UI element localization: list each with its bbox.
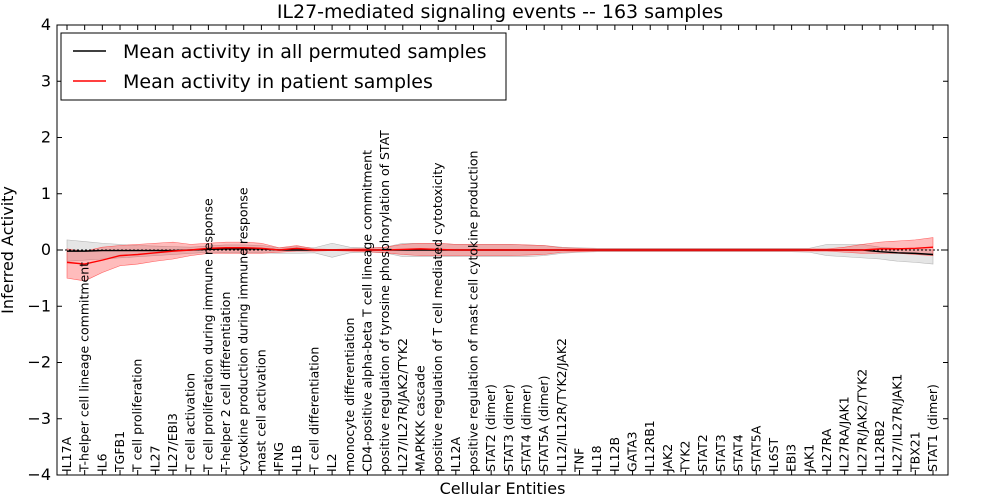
x-tick-label: STAT3 (dimer) xyxy=(501,384,516,472)
x-tick-label: monocyte differentiation xyxy=(342,318,357,472)
y-tick-label: −1 xyxy=(27,296,51,315)
x-tick-label: T cell activation xyxy=(183,373,198,473)
x-tick-label: IL27/EBI3 xyxy=(165,413,180,472)
x-tick-label: STAT5A xyxy=(748,425,763,472)
x-tick-label: TGFB1 xyxy=(112,431,127,473)
x-tick-label: JAK1 xyxy=(801,444,816,473)
x-tick-label: IL1B xyxy=(289,445,304,472)
confidence-bands xyxy=(66,237,934,282)
x-tick-label: IFNG xyxy=(271,442,286,472)
legend-label-1: Mean activity in patient samples xyxy=(123,71,433,93)
x-tick-label: T cell differentiation xyxy=(306,347,321,473)
x-tick-label: IL12/IL12R/TYK2/JAK2 xyxy=(554,338,569,472)
x-tick-label: MAPKKK cascade xyxy=(412,365,427,472)
legend: Mean activity in all permuted samples Mea… xyxy=(60,32,507,101)
x-tick-label: TBX21 xyxy=(907,431,922,473)
series-lines xyxy=(66,246,934,265)
x-tick-label: TNF xyxy=(572,448,587,473)
x-tick-label: IL27/IL27R/JAK1 xyxy=(890,374,905,472)
y-tick-label: −4 xyxy=(27,465,51,484)
x-tick-label: EBI3 xyxy=(784,444,799,472)
x-tick-label: IL27R/JAK2/TYK2 xyxy=(854,369,869,472)
x-tick-label: IL12B xyxy=(607,437,622,472)
legend-label-0: Mean activity in all permuted samples xyxy=(123,41,486,63)
x-tick-label: STAT3 xyxy=(713,434,728,472)
x-axis-ticks: IL17A T-helper cell lineage commitment IL6… xyxy=(59,25,940,475)
x-tick-label: CD4-positive alpha-beta T cell lineage c… xyxy=(359,150,374,472)
x-tick-label: IL12RB1 xyxy=(642,420,657,472)
x-tick-label: mast cell activation xyxy=(253,349,268,472)
x-tick-label: IL6ST xyxy=(766,437,781,472)
y-tick-label: 3 xyxy=(41,71,51,90)
y-tick-label: 4 xyxy=(41,15,51,34)
series-0-band xyxy=(66,239,934,265)
x-tick-label: STAT1 (dimer) xyxy=(925,384,940,472)
x-tick-label: positive regulation of tyrosine phosphor… xyxy=(377,130,392,472)
x-tick-label: TYK2 xyxy=(678,441,693,473)
y-tick-label: 2 xyxy=(41,128,51,147)
x-tick-label: STAT2 xyxy=(695,434,710,472)
y-tick-label: −3 xyxy=(27,409,51,428)
x-tick-label: T-helper cell lineage commitment xyxy=(77,262,92,473)
plot-frame xyxy=(56,24,949,476)
x-tick-label: positive regulation of T cell mediated c… xyxy=(430,162,445,472)
y-axis-title: Inferred Activity xyxy=(0,186,17,314)
x-tick-label: cytokine production during immune respon… xyxy=(236,187,251,472)
x-tick-label: IL18 xyxy=(589,445,604,472)
x-tick-label: STAT5A (dimer) xyxy=(536,376,551,472)
y-tick-label: −2 xyxy=(27,353,51,372)
x-tick-label: STAT4 (dimer) xyxy=(519,384,534,472)
x-tick-label: IL27/IL27R/JAK2/TYK2 xyxy=(395,338,410,472)
chart-title: IL27-mediated signaling events -- 163 sa… xyxy=(277,1,723,23)
legend-box xyxy=(60,32,507,101)
series-1-band xyxy=(66,237,934,282)
x-tick-label: positive regulation of mast cell cytokin… xyxy=(465,151,480,472)
x-tick-label: STAT4 xyxy=(731,434,746,472)
x-tick-label: T cell proliferation during immune respo… xyxy=(200,198,215,473)
x-tick-label: GATA3 xyxy=(625,432,640,472)
series-1-line xyxy=(66,246,934,265)
x-tick-label: IL27 xyxy=(147,445,162,472)
x-tick-label: T cell proliferation xyxy=(130,359,145,473)
x-tick-label: IL2 xyxy=(324,453,339,472)
x-tick-label: IL12A xyxy=(448,436,463,472)
x-tick-label: IL27RA/JAK1 xyxy=(837,396,852,472)
x-axis-title: Cellular Entities xyxy=(440,479,566,498)
x-tick-label: T-helper 2 cell differentiation xyxy=(218,292,233,473)
x-tick-label: STAT2 (dimer) xyxy=(483,384,498,472)
x-tick-label: JAK2 xyxy=(660,444,675,473)
x-tick-label: IL27RA xyxy=(819,428,834,472)
y-axis-ticks: −4 −3 −2 −1 0 1 2 3 4 xyxy=(27,15,948,484)
x-tick-label: IL6 xyxy=(94,453,109,472)
x-tick-label: IL12RB2 xyxy=(872,420,887,472)
x-tick-label: IL17A xyxy=(59,436,74,472)
y-tick-label: 1 xyxy=(41,184,51,203)
y-tick-label: 0 xyxy=(41,240,51,259)
